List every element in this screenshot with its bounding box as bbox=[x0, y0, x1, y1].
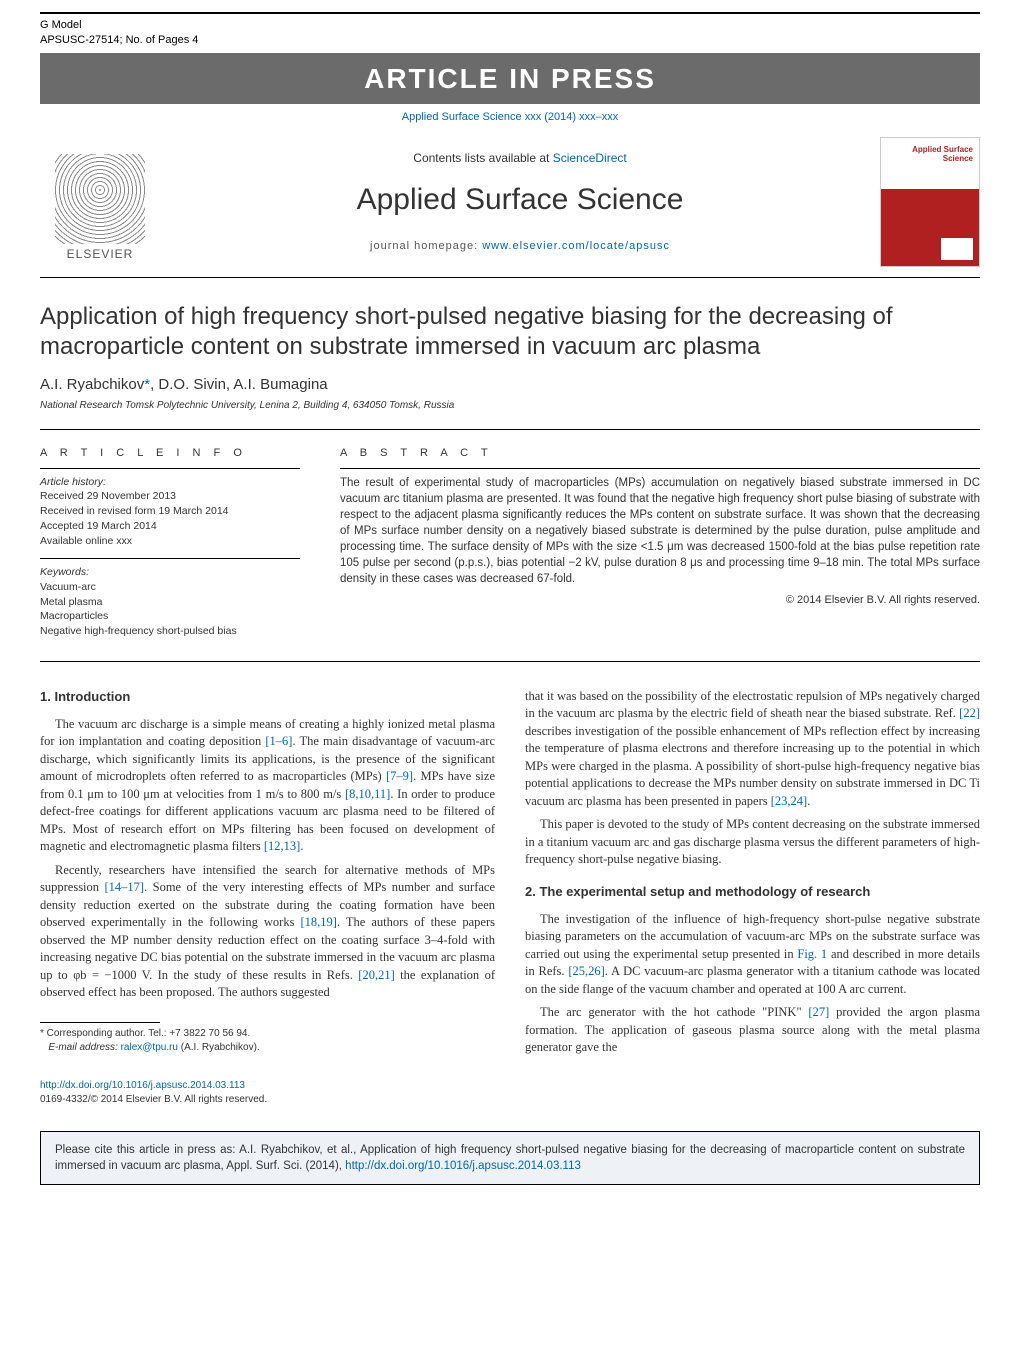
email-suffix: (A.I. Ryabchikov). bbox=[178, 1042, 260, 1053]
author-1: A.I. Ryabchikov bbox=[40, 376, 144, 393]
rule-2 bbox=[40, 429, 980, 430]
ref-20-21[interactable]: [20,21] bbox=[358, 968, 394, 982]
abstract-copyright: © 2014 Elsevier B.V. All rights reserved… bbox=[340, 593, 980, 608]
authors-rest: , D.O. Sivin, A.I. Bumagina bbox=[150, 376, 328, 393]
kw-4: Negative high-frequency short-pulsed bia… bbox=[40, 624, 300, 639]
ref-1-6[interactable]: [1–6] bbox=[265, 734, 292, 748]
col2-p1-a: that it was based on the possibility of … bbox=[525, 689, 980, 721]
kw-3: Macroparticles bbox=[40, 609, 300, 624]
email-link[interactable]: ralex@tpu.ru bbox=[121, 1042, 178, 1053]
homepage-line: journal homepage: www.elsevier.com/locat… bbox=[160, 239, 880, 254]
cover-thumb-box bbox=[941, 238, 973, 260]
col-left: 1. Introduction The vacuum arc discharge… bbox=[40, 688, 495, 1063]
header-row: G Model APSUSC-27514; No. of Pages 4 bbox=[0, 14, 1020, 51]
abstract-text: The result of experimental study of macr… bbox=[340, 475, 980, 588]
doc-id: APSUSC-27514; No. of Pages 4 bbox=[40, 33, 198, 48]
sec2-p1: The investigation of the influence of hi… bbox=[525, 911, 980, 999]
ref-14-17[interactable]: [14–17] bbox=[104, 880, 144, 894]
doi-block: http://dx.doi.org/10.1016/j.apsusc.2014.… bbox=[0, 1073, 1020, 1117]
elsevier-tree-icon bbox=[55, 154, 145, 244]
issn-line: 0169-4332/© 2014 Elsevier B.V. All right… bbox=[40, 1094, 267, 1105]
ref-23-24[interactable]: [23,24] bbox=[771, 794, 807, 808]
col2-p2: This paper is devoted to the study of MP… bbox=[525, 816, 980, 869]
ref-12-13[interactable]: [12,13] bbox=[264, 839, 300, 853]
authors: A.I. Ryabchikov*, D.O. Sivin, A.I. Bumag… bbox=[0, 368, 1020, 397]
ref-27[interactable]: [27] bbox=[808, 1005, 829, 1019]
journal-ref-link[interactable]: Applied Surface Science xxx (2014) xxx–x… bbox=[402, 111, 618, 123]
col-right: that it was based on the possibility of … bbox=[525, 688, 980, 1063]
kw-2: Metal plasma bbox=[40, 595, 300, 610]
col2-p1: that it was based on the possibility of … bbox=[525, 688, 980, 811]
keywords-label: Keywords: bbox=[40, 565, 300, 580]
cover-thumb-title: Applied Surface Science bbox=[881, 146, 973, 164]
keywords-block: Keywords: Vacuum-arc Metal plasma Macrop… bbox=[40, 565, 300, 638]
footnote-rule bbox=[40, 1022, 160, 1023]
doi-link[interactable]: http://dx.doi.org/10.1016/j.apsusc.2014.… bbox=[40, 1080, 245, 1091]
g-model-label: G Model bbox=[40, 18, 198, 33]
intro-p1-e: . bbox=[300, 839, 303, 853]
ref-18-19[interactable]: [18,19] bbox=[301, 915, 337, 929]
journal-title: Applied Surface Science bbox=[160, 179, 880, 221]
ref-25-26[interactable]: [25,26] bbox=[568, 964, 604, 978]
intro-p2: Recently, researchers have intensified t… bbox=[40, 862, 495, 1002]
sciencedirect-link[interactable]: ScienceDirect bbox=[553, 151, 627, 165]
press-banner: ARTICLE IN PRESS bbox=[40, 53, 980, 104]
sec2-p2-a: The arc generator with the hot cathode "… bbox=[540, 1005, 808, 1019]
elsevier-logo: ELSEVIER bbox=[40, 142, 160, 262]
rule-1 bbox=[40, 277, 980, 278]
history-label: Article history: bbox=[40, 475, 300, 490]
masthead-center: Contents lists available at ScienceDirec… bbox=[160, 150, 880, 254]
footnote-corresponding: * Corresponding author. Tel.: +7 3822 70… bbox=[40, 1027, 495, 1041]
journal-ref-line: Applied Surface Science xxx (2014) xxx–x… bbox=[0, 110, 1020, 125]
cover-thumbnail: Applied Surface Science bbox=[880, 137, 980, 267]
accepted: Accepted 19 March 2014 bbox=[40, 519, 300, 534]
homepage-label: journal homepage: bbox=[370, 240, 482, 252]
online: Available online xxx bbox=[40, 534, 300, 549]
email-label: E-mail address: bbox=[48, 1042, 120, 1053]
abstract-col: A B S T R A C T The result of experiment… bbox=[340, 446, 980, 648]
col2-p1-b: describes investigation of the possible … bbox=[525, 724, 980, 808]
info-rule bbox=[40, 468, 300, 469]
affiliation: National Research Tomsk Polytechnic Univ… bbox=[0, 397, 1020, 421]
homepage-link[interactable]: www.elsevier.com/locate/apsusc bbox=[482, 240, 670, 252]
rule-3 bbox=[40, 661, 980, 662]
abs-rule bbox=[340, 468, 980, 469]
abstract-heading: A B S T R A C T bbox=[340, 446, 980, 461]
footnote-email: E-mail address: ralex@tpu.ru (A.I. Ryabc… bbox=[40, 1041, 495, 1055]
received: Received 29 November 2013 bbox=[40, 489, 300, 504]
cite-box: Please cite this article in press as: A.… bbox=[40, 1131, 980, 1185]
sec2-heading: 2. The experimental setup and methodolog… bbox=[525, 883, 980, 901]
kw-1: Vacuum-arc bbox=[40, 580, 300, 595]
ref-7-9[interactable]: [7–9] bbox=[386, 769, 413, 783]
ref-8-10-11[interactable]: [8,10,11] bbox=[345, 787, 390, 801]
sec2-p2: The arc generator with the hot cathode "… bbox=[525, 1004, 980, 1057]
ref-22[interactable]: [22] bbox=[959, 706, 980, 720]
intro-heading: 1. Introduction bbox=[40, 688, 495, 706]
contents-line: Contents lists available at ScienceDirec… bbox=[160, 150, 880, 167]
revised: Received in revised form 19 March 2014 bbox=[40, 504, 300, 519]
contents-prefix: Contents lists available at bbox=[413, 151, 552, 165]
cite-doi-link[interactable]: http://dx.doi.org/10.1016/j.apsusc.2014.… bbox=[345, 1160, 581, 1172]
intro-p1: The vacuum arc discharge is a simple mea… bbox=[40, 716, 495, 856]
info-abstract-row: A R T I C L E I N F O Article history: R… bbox=[0, 438, 1020, 652]
elsevier-text: ELSEVIER bbox=[67, 246, 134, 263]
article-title: Application of high frequency short-puls… bbox=[0, 286, 1020, 368]
article-info-col: A R T I C L E I N F O Article history: R… bbox=[40, 446, 300, 648]
masthead: ELSEVIER Contents lists available at Sci… bbox=[0, 137, 1020, 267]
info-rule-2 bbox=[40, 558, 300, 559]
article-info-heading: A R T I C L E I N F O bbox=[40, 446, 300, 461]
body-columns: 1. Introduction The vacuum arc discharge… bbox=[0, 670, 1020, 1073]
col2-p1-c: . bbox=[807, 794, 810, 808]
fig-1-link[interactable]: Fig. 1 bbox=[797, 947, 827, 961]
article-history: Article history: Received 29 November 20… bbox=[40, 475, 300, 548]
